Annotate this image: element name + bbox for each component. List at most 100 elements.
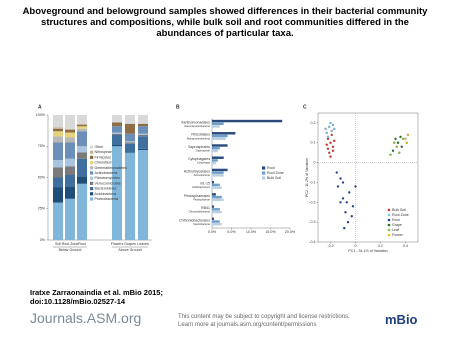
point — [395, 145, 398, 148]
y-tick-label: -0.2 — [309, 200, 315, 204]
point — [330, 129, 333, 133]
y-sublabel: Acidobacteria-6 — [192, 185, 211, 189]
bar-segment — [125, 141, 135, 143]
y-tick-label: Saprospirales — [188, 145, 210, 149]
x-tick-label: 0.0% — [208, 230, 217, 234]
bar — [212, 122, 224, 125]
legend-swatch — [387, 208, 391, 212]
bar-segment — [53, 127, 63, 129]
y-tick-label: 50% — [38, 175, 46, 179]
bar — [212, 146, 220, 150]
x-tick-label: 20.0% — [285, 230, 296, 234]
y-sublabel: Spartobacteria — [193, 222, 210, 226]
bar-segment — [112, 133, 122, 135]
x-axis-label: PC1 - 34.1% of Variation — [348, 249, 387, 253]
legend-label: Flower — [392, 233, 404, 237]
y-sublabel: Actinobacteria — [194, 173, 211, 177]
legend-swatch — [90, 187, 94, 191]
point — [396, 141, 400, 144]
panel-label: A — [38, 104, 42, 110]
bar-segment — [112, 145, 122, 147]
y-tick-label: -0.3 — [309, 220, 315, 224]
bar-segment — [65, 175, 75, 187]
bar — [212, 137, 226, 140]
x-tick-label: -0.2 — [327, 244, 333, 248]
point — [398, 151, 401, 154]
bar — [212, 156, 224, 159]
legend-swatch — [387, 213, 391, 217]
point — [333, 127, 336, 131]
bar-segment — [125, 143, 135, 152]
bar-segment — [112, 126, 122, 133]
legend-label: Bacteroidetes — [95, 187, 117, 191]
legend-label: Root Zone — [267, 171, 284, 175]
bar-segment — [77, 125, 87, 127]
group-label: Above Ground — [118, 248, 141, 252]
bar-segment — [65, 132, 75, 138]
point — [326, 137, 330, 140]
bar-segment — [53, 128, 63, 132]
bar — [212, 195, 222, 199]
x-tick-label: Root — [78, 242, 86, 246]
point — [354, 185, 357, 188]
point — [401, 137, 405, 140]
y-tick-label: 0.2 — [311, 121, 316, 125]
y-sublabel: Saprospirae — [196, 148, 211, 152]
bar — [212, 174, 224, 177]
bar-segment — [112, 132, 122, 134]
point — [335, 171, 338, 174]
y-tick-label: Chthoniobacterales — [179, 218, 210, 222]
doi: doi:10.1128/mBio.02527-14 — [30, 297, 126, 306]
y-sublabel: Chloracidobacteria — [188, 210, 210, 214]
x-tick-label: Flowers — [111, 242, 124, 246]
bar — [212, 149, 218, 153]
y-tick-label: iii1-15 — [200, 182, 210, 186]
citation-text: Iratxe Zarraonaindia et al. mBio 2015; — [30, 288, 163, 297]
bar-segment — [125, 123, 135, 134]
bar-segment — [53, 160, 63, 168]
y-sublabel: Gammaproteobacteria — [184, 124, 210, 128]
y-axis-label: PC2 - 11.2% of Variation — [305, 158, 309, 197]
y-tick-label: 100% — [36, 113, 46, 117]
legend-label: Acidobacteria — [95, 192, 117, 196]
bar-segment — [125, 151, 135, 153]
legend-swatch — [90, 176, 94, 180]
bar-segment — [77, 158, 87, 177]
point — [333, 139, 336, 142]
bar-segment — [53, 115, 63, 128]
point — [331, 149, 335, 152]
legend-swatch — [387, 233, 391, 237]
legend-label: Verrucomicrobia — [95, 181, 121, 185]
bar-segment — [65, 130, 75, 133]
legend-label: Root — [392, 218, 400, 222]
point — [325, 131, 328, 135]
bar-segment — [138, 150, 148, 240]
bar-segment — [112, 146, 122, 240]
legend-swatch — [387, 223, 391, 227]
bar-segment — [65, 128, 75, 130]
y-tick-label: Cytophagales — [188, 157, 210, 161]
legend-label: Bulk Soil — [267, 176, 281, 180]
point — [393, 141, 396, 144]
panel-label: C — [303, 104, 307, 110]
point — [405, 141, 408, 144]
point — [339, 201, 342, 204]
point — [351, 205, 355, 208]
legend-label: Proteobacteria — [95, 197, 118, 201]
y-tick-label: 0 — [314, 161, 316, 165]
bar-segment — [125, 133, 135, 142]
bar — [212, 180, 214, 184]
publisher-logo[interactable]: Journals.ASM.org — [30, 310, 142, 326]
point — [399, 135, 402, 138]
bar-segment — [53, 142, 63, 160]
bar — [212, 220, 220, 223]
legend-swatch — [90, 197, 94, 201]
permissions-link[interactable]: Learn more at journals.asm.org/content/p… — [178, 322, 317, 328]
bar — [212, 171, 224, 174]
point — [344, 211, 347, 214]
bar — [212, 208, 220, 211]
x-tick-label: Leaves — [137, 242, 149, 246]
bar-segment — [112, 135, 122, 145]
x-tick-label: 0.4 — [403, 244, 408, 248]
y-tick-label: Actinomycetales — [184, 169, 210, 173]
